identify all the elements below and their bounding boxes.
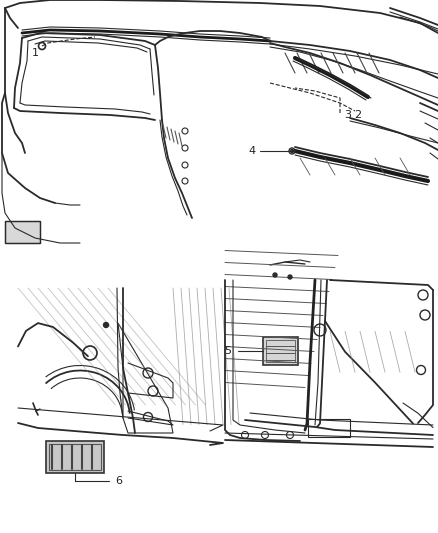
- Text: 3: 3: [345, 110, 352, 120]
- Text: 2: 2: [354, 110, 361, 120]
- Bar: [263, 337, 298, 365]
- Bar: [5, 221, 40, 243]
- Circle shape: [290, 149, 293, 152]
- Text: 5: 5: [225, 346, 232, 356]
- Bar: [46, 441, 104, 473]
- Circle shape: [103, 322, 109, 327]
- Bar: [49, 444, 101, 470]
- Text: 6: 6: [116, 476, 123, 486]
- Bar: [266, 340, 295, 362]
- Circle shape: [273, 273, 277, 277]
- Text: 4: 4: [248, 146, 255, 156]
- Text: 1: 1: [32, 48, 39, 58]
- Bar: [308, 419, 350, 437]
- Circle shape: [288, 275, 292, 279]
